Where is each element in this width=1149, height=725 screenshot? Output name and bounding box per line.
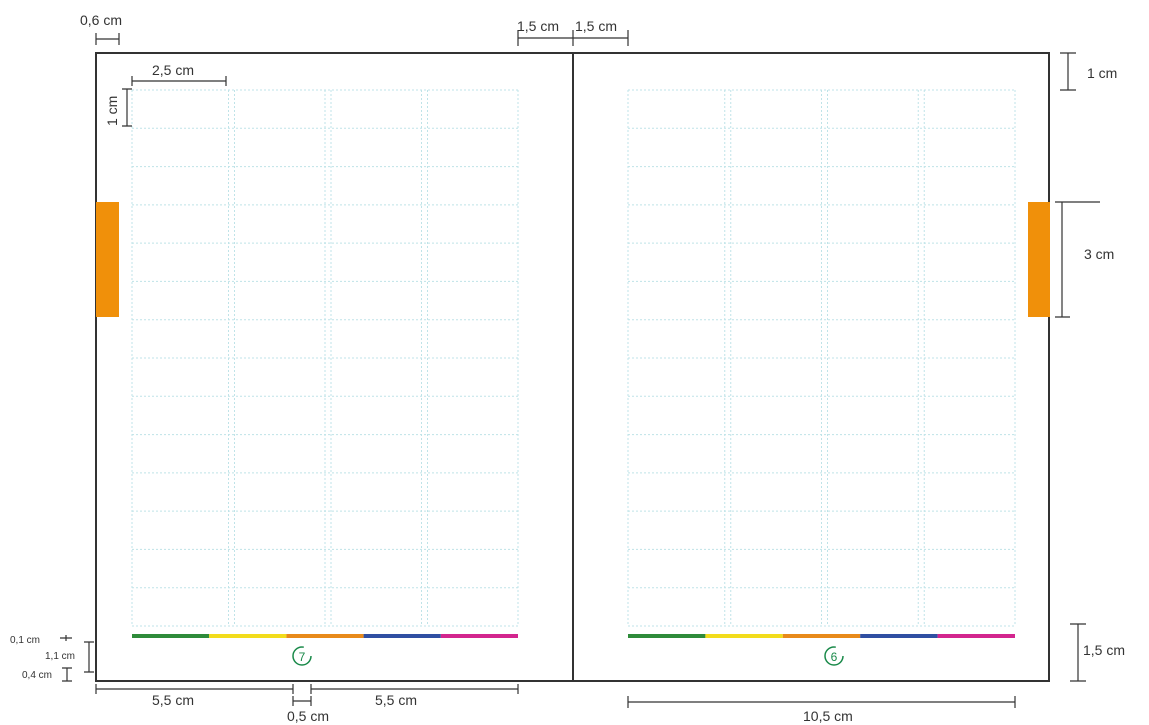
left-tab-marker (96, 202, 119, 317)
color-bar-segment (782, 634, 861, 638)
color-bar-segment (705, 634, 783, 638)
label-top-margin: 1 cm (1087, 65, 1117, 81)
dim-cell-height-line (122, 88, 132, 127)
dim-outer-margin-line (95, 33, 120, 45)
color-bar-segment (132, 634, 210, 638)
left-page-number-text: 7 (299, 650, 306, 664)
color-bar-segment (363, 634, 441, 638)
label-spine-right: 1,5 cm (575, 18, 617, 34)
dimension-lines (60, 30, 1100, 708)
color-bar-segment (209, 634, 287, 638)
color-bar-segment (440, 634, 518, 638)
left-page-grid (131, 89, 519, 627)
left-page-number: 7 (292, 646, 312, 666)
dim-spine-line (517, 30, 629, 46)
dim-content-width-line (627, 696, 1016, 708)
dim-bar-height-line (84, 641, 94, 673)
right-color-bar (628, 634, 1015, 638)
dim-half-width-left-line (95, 684, 294, 694)
label-tab-height: 3 cm (1084, 246, 1114, 262)
color-bar-segment (860, 634, 938, 638)
left-color-bar (132, 634, 518, 638)
label-outer-margin: 0,6 cm (80, 12, 122, 28)
dim-center-gap-line (292, 696, 312, 706)
dim-cell-width-line (131, 76, 227, 86)
label-bottom-band: 1,5 cm (1083, 642, 1125, 658)
label-bar-gap: 0,1 cm (10, 635, 40, 646)
label-cell-height: 1 cm (104, 96, 120, 126)
right-page-grid (627, 89, 1016, 627)
color-bar-segment (937, 634, 1015, 638)
color-bar-segment (286, 634, 364, 638)
color-bar-segment (628, 634, 706, 638)
dim-bar-bottom-line (62, 667, 72, 682)
dim-top-margin-line (1060, 52, 1076, 91)
right-tab-marker (1028, 202, 1050, 317)
right-page-number: 6 (824, 646, 844, 666)
label-bar-bottom: 0,4 cm (22, 670, 52, 681)
right-page-number-text: 6 (831, 650, 838, 664)
label-half-width-left: 5,5 cm (152, 692, 194, 708)
label-half-width-right: 5,5 cm (375, 692, 417, 708)
label-content-width: 10,5 cm (803, 708, 853, 724)
label-bar-height: 1,1 cm (45, 651, 75, 662)
dim-tab-height-line (1055, 201, 1100, 318)
dim-bottom-band-line (1070, 623, 1086, 682)
dim-half-width-right-line (310, 684, 519, 694)
label-spine-left: 1,5 cm (517, 18, 559, 34)
label-cell-width: 2,5 cm (152, 62, 194, 78)
dim-bar-gap-line (60, 635, 72, 641)
left-page-number-circle (292, 646, 312, 666)
right-page-number-circle (824, 646, 844, 666)
label-center-gap: 0,5 cm (287, 708, 329, 724)
